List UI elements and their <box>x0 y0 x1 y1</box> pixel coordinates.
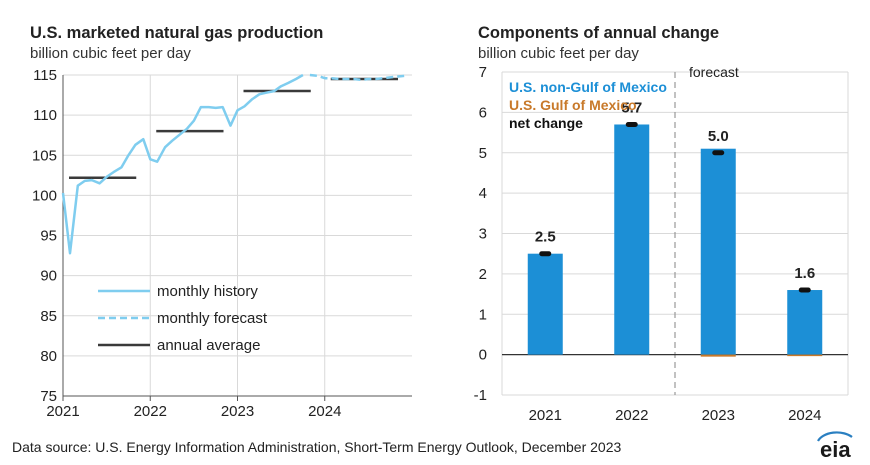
x-tick-label: 2022 <box>134 403 167 420</box>
data-source-note: Data source: U.S. Energy Information Adm… <box>12 439 622 455</box>
eia-logo: eia <box>817 431 853 460</box>
y-tick-label: 105 <box>32 147 57 164</box>
monthly-forecast-line <box>309 73 406 82</box>
net-change-marker-2024 <box>798 287 811 293</box>
data-label-2023: 5.0 <box>708 128 729 145</box>
legend-item: U.S. non-Gulf of Mexico <box>509 79 667 95</box>
y-tick-label: 90 <box>40 268 57 285</box>
monthly-series <box>61 73 406 255</box>
data-label-2022: 5.7 <box>621 99 642 116</box>
annual-average-lines <box>69 77 398 179</box>
forecast-label: forecast <box>689 64 739 80</box>
bar-gulf-2023 <box>700 354 736 357</box>
y-tick-label: 100 <box>32 187 57 204</box>
logo-text: eia <box>820 437 851 460</box>
right-y-tick-labels: -1 0 1 2 3 4 5 6 7 <box>474 64 487 404</box>
left-legend: monthly history monthly forecast annual av… <box>98 283 268 354</box>
y-tick-label: 2 <box>479 266 487 283</box>
y-tick-label: 3 <box>479 226 487 243</box>
right-chart-title: Components of annual change <box>478 24 720 42</box>
x-tick-label: 2023 <box>221 403 254 420</box>
legend-monthly-forecast-label: monthly forecast <box>157 310 268 327</box>
legend-annual-average-label: annual average <box>157 337 260 354</box>
right-legend: U.S. non-Gulf of Mexico U.S. Gulf of Mexi… <box>509 79 667 131</box>
legend-item: U.S. Gulf of Mexico <box>509 97 637 113</box>
right-x-tick-labels: 2021 2022 2023 2024 <box>529 407 822 424</box>
left-y-tick-labels: 75 80 85 90 95 100 105 110 115 <box>32 67 57 405</box>
y-tick-label: 4 <box>479 185 487 202</box>
data-label-2021: 2.5 <box>535 229 556 246</box>
net-change-marker-2022 <box>625 121 638 127</box>
x-tick-label: 2021 <box>46 403 79 420</box>
y-tick-label: 1 <box>479 306 487 323</box>
bar-non-gulf-2022 <box>614 124 650 355</box>
bar-non-gulf-2024 <box>787 290 823 355</box>
x-tick-label: 2023 <box>702 407 735 424</box>
y-tick-label: 95 <box>40 228 57 245</box>
y-tick-label: 110 <box>33 107 57 124</box>
net-change-marker-2021 <box>539 251 552 257</box>
y-tick-label: 75 <box>40 388 57 405</box>
monthly-history-line <box>61 73 304 255</box>
y-tick-label: 115 <box>33 67 57 84</box>
y-tick-label: 0 <box>479 347 487 364</box>
bar-non-gulf-2021 <box>527 253 563 355</box>
y-tick-label: 5 <box>479 145 487 162</box>
y-tick-label: 85 <box>40 308 57 325</box>
y-tick-label: -1 <box>474 387 487 404</box>
legend-item: net change <box>509 115 583 131</box>
legend-monthly-history-label: monthly history <box>157 283 258 300</box>
data-label-2024: 1.6 <box>794 265 815 282</box>
bars: 2.5 5.7 5.0 1.6 <box>527 99 823 357</box>
left-x-tick-labels: 2021 2022 2023 2024 <box>46 403 341 420</box>
x-tick-label: 2024 <box>308 403 341 420</box>
y-tick-label: 7 <box>479 64 487 81</box>
net-change-marker-2023 <box>712 150 725 156</box>
x-tick-label: 2024 <box>788 407 821 424</box>
right-chart-subtitle: billion cubic feet per day <box>478 45 639 62</box>
y-tick-label: 6 <box>479 104 487 121</box>
y-tick-label: 80 <box>40 348 57 365</box>
x-tick-label: 2022 <box>615 407 648 424</box>
left-grid <box>62 74 412 401</box>
x-tick-label: 2021 <box>529 407 562 424</box>
bar-gulf-2024 <box>787 354 823 357</box>
left-chart-subtitle: billion cubic feet per day <box>30 45 191 62</box>
left-chart-title: U.S. marketed natural gas production <box>30 24 324 42</box>
bar-non-gulf-2023 <box>700 148 736 355</box>
